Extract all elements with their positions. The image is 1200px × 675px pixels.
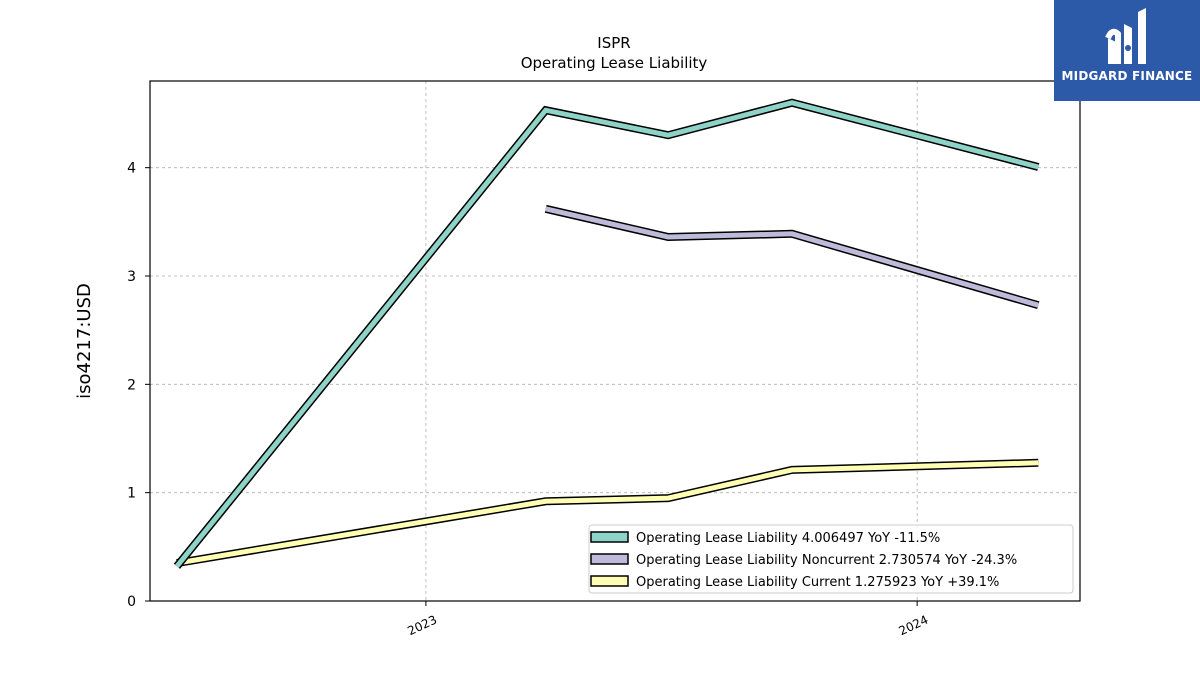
series-line-0: [174, 100, 1039, 568]
legend-label: Operating Lease Liability Current 1.2759…: [636, 575, 999, 590]
logo-text: MIDGARD FINANCE: [1061, 69, 1193, 83]
chart-subtitle: Operating Lease Liability: [521, 54, 708, 72]
plot-frame: [149, 80, 1081, 602]
series-line-1: [545, 206, 1039, 308]
y-tick-label: 1: [127, 486, 136, 502]
logo-mark-icon: [1105, 8, 1146, 64]
series-line-2: [176, 460, 1039, 566]
y-tick-label: 4: [127, 161, 136, 177]
legend-label: Operating Lease Liability 4.006497 YoY -…: [636, 531, 940, 546]
brand-logo: MIDGARD FINANCE: [1054, 0, 1200, 101]
y-axis-label: iso4217:USD: [74, 283, 95, 399]
legend-swatch: [590, 531, 629, 543]
y-tick-label: 3: [127, 269, 136, 285]
series-layer: [173, 98, 1040, 569]
legend-swatch: [590, 575, 629, 587]
y-tick-label: 2: [127, 377, 136, 393]
legend: Operating Lease Liability 4.006497 YoY -…: [588, 524, 1074, 594]
chart-title: ISPR: [597, 34, 630, 52]
legend-label: Operating Lease Liability Noncurrent 2.7…: [636, 553, 1017, 568]
y-tick-label: 0: [127, 594, 136, 610]
legend-swatch: [590, 553, 629, 565]
legend-box: [588, 524, 1074, 594]
